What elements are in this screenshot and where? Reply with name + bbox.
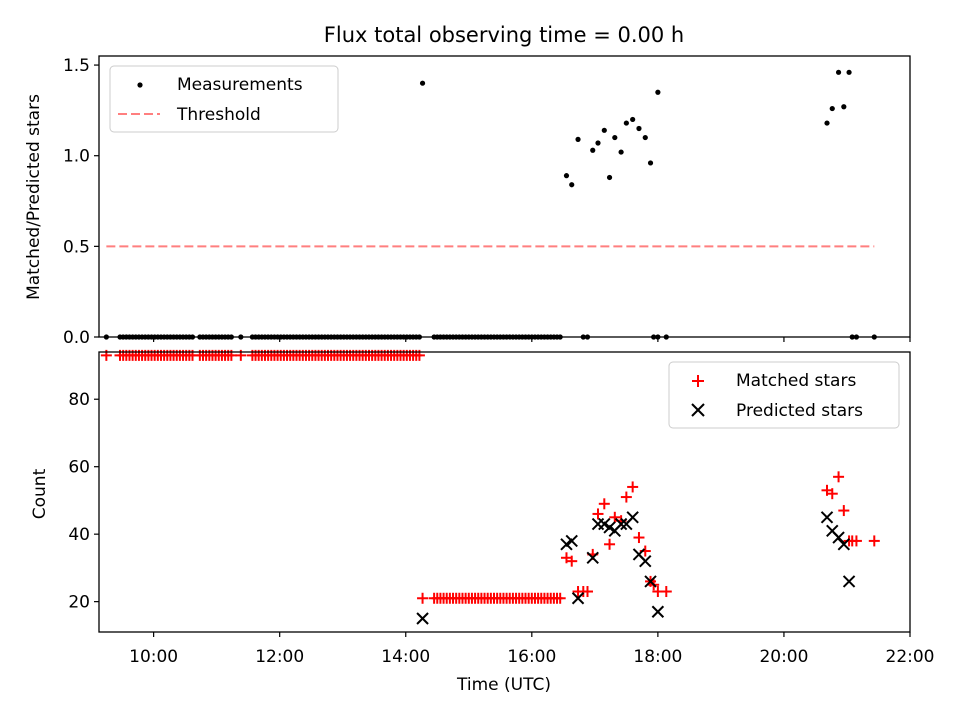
measurement-point [569, 182, 575, 188]
x-axis-label: Time (UTC) [456, 675, 551, 695]
legend-dot-marker [137, 82, 143, 88]
y-tick-label: 0.5 [63, 237, 90, 257]
plot-frame-bottom [98, 351, 911, 633]
count-plot: Count Time (UTC) 20 40 60 80 10:00 12:00 14:00… [30, 349, 935, 695]
y-tick-label: 20 [68, 593, 90, 613]
legend-x-marker [691, 403, 705, 417]
legend-top: Measurements Threshold [109, 65, 339, 133]
x-tick-label: 22:00 [886, 647, 935, 667]
y-tick-label: 1.0 [63, 147, 90, 167]
matched-star-point [838, 505, 850, 517]
matched-star-point [554, 592, 566, 604]
matched-star-point [604, 538, 616, 550]
measurement-point [846, 69, 852, 75]
predicted-star-point [832, 531, 845, 544]
measurement-point [824, 120, 830, 126]
y-tick-label: 1.5 [63, 56, 90, 76]
y-tick-label: 80 [68, 390, 90, 410]
matched-star-point [850, 535, 862, 547]
ratio-plot: Flux total observing time = 0.00 h Match… [24, 23, 911, 348]
matched-star-point [592, 508, 604, 520]
predicted-star-point [820, 511, 834, 524]
predicted-star-point [644, 575, 657, 588]
matched-star-point [660, 586, 672, 598]
measurement-point [623, 120, 629, 126]
predicted-star-point [842, 575, 856, 588]
matched-star-point [620, 491, 632, 503]
y-tick-label: 0.0 [63, 328, 90, 348]
y-axis-label-ratio: Matched/Predicted stars [24, 94, 44, 300]
matched-star-point [581, 586, 593, 598]
measurement-point [590, 147, 596, 153]
measurement-point [606, 174, 613, 181]
predicted-star-point [626, 511, 639, 524]
measurement-point [835, 69, 842, 75]
matched-star-point [627, 481, 639, 493]
measurement-point [595, 140, 601, 146]
measurement-point [647, 160, 654, 166]
predicted-star-point [565, 534, 578, 548]
plot-frame-top [98, 55, 911, 338]
y-tick-label: 40 [68, 525, 90, 545]
measurement-point [563, 173, 570, 179]
predicted-star-point [614, 517, 628, 531]
x-tick-label: 10:00 [129, 647, 178, 667]
predicted-star-point [837, 538, 851, 551]
legend-label-measurements: Measurements [177, 75, 303, 95]
predicted-star-point [416, 612, 429, 625]
x-tick-label: 12:00 [255, 647, 304, 667]
x-tick-label: 16:00 [507, 647, 556, 667]
measurement-point [655, 89, 661, 95]
measurement-point [636, 125, 642, 132]
legend-label-predicted: Predicted stars [736, 401, 863, 421]
chart-title: Flux total observing time = 0.00 h [324, 23, 684, 47]
predicted-star-point [639, 554, 652, 568]
matched-star-point [598, 498, 610, 510]
legend-label-matched: Matched stars [736, 371, 856, 391]
measurement-point [419, 80, 426, 86]
x-tick-label: 18:00 [633, 647, 682, 667]
measurement-point [618, 149, 624, 155]
predicted-star-point [651, 605, 665, 618]
matched-star-point [417, 592, 429, 604]
measurement-point [642, 134, 648, 141]
matched-star-point [868, 535, 880, 547]
predicted-star-point [571, 592, 585, 605]
legend-plus-marker [692, 375, 704, 387]
matched-star-point [826, 488, 838, 500]
predicted-star-point [586, 551, 599, 564]
measurement-point [841, 104, 847, 110]
matched-star-point [633, 532, 645, 544]
measurement-point [829, 105, 835, 112]
matched-star-point [833, 471, 845, 483]
measurement-point [630, 116, 636, 123]
y-tick-label: 60 [68, 458, 90, 478]
measurement-point [612, 134, 618, 141]
x-tick-label: 14:00 [381, 647, 430, 667]
y-axis-label-count: Count [30, 468, 50, 519]
matched-star-point [609, 511, 621, 523]
x-tick-label: 20:00 [759, 647, 808, 667]
legend-bottom: Matched stars Predicted stars [668, 361, 900, 429]
measurement-point [575, 136, 581, 142]
measurement-point [601, 127, 607, 133]
matched-star-point [566, 555, 578, 567]
legend-label-threshold: Threshold [176, 105, 261, 125]
